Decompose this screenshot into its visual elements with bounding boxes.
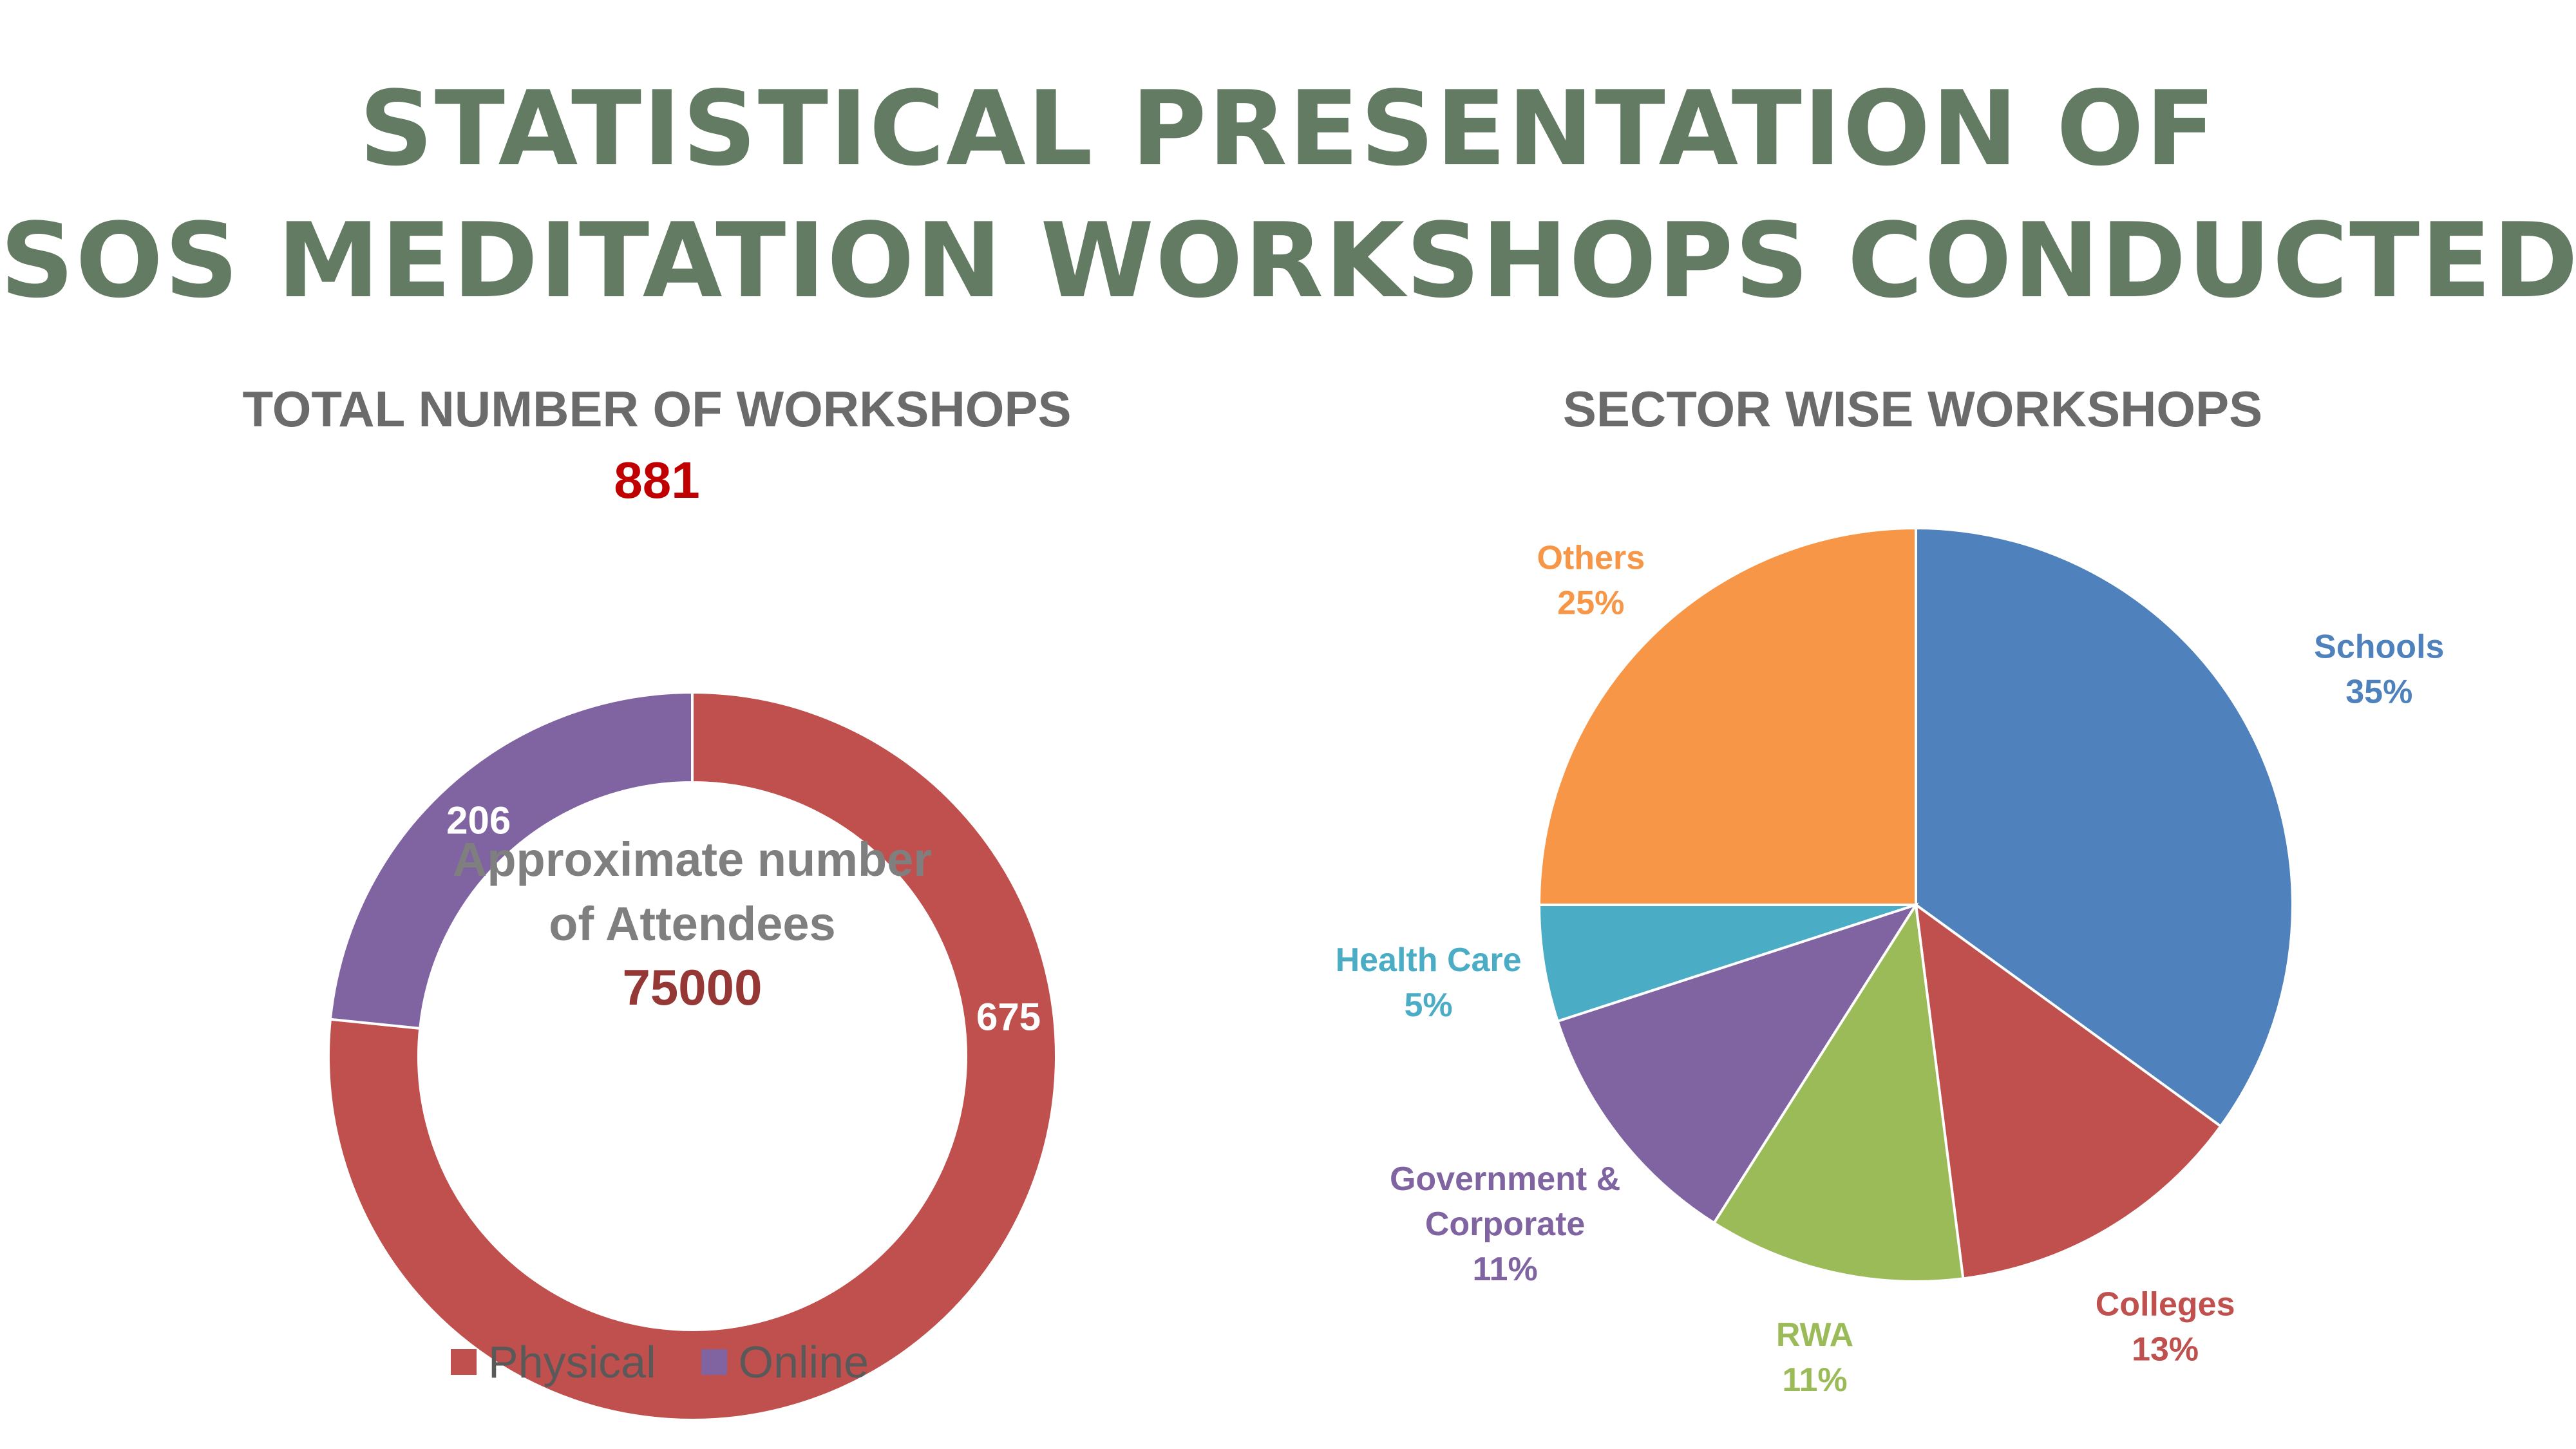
donut-data-label-online: 206 (446, 799, 511, 842)
pie-data-label-others: Others 25% (1537, 539, 1645, 621)
legend-item-physical: Physical (451, 1336, 656, 1388)
legend-swatch-online (701, 1349, 727, 1375)
pie-data-label-line: 5% (1405, 987, 1453, 1024)
pie-slice-health-care (1537, 904, 1917, 1023)
pie-data-label-colleges: Colleges 13% (2096, 1286, 2235, 1368)
total-workshops-value: 881 (614, 451, 700, 509)
pie-data-label-line: Colleges (2096, 1286, 2235, 1323)
pie-slice-government-corporate (1556, 902, 1919, 1225)
pie-data-label-line: 35% (2345, 673, 2412, 710)
legend-label-online: Online (738, 1337, 869, 1387)
legend-swatch-physical (451, 1349, 477, 1375)
pie-slice-schools (1915, 526, 2294, 1128)
donut-legend: Physical Online (451, 1336, 869, 1388)
pie-data-label-line: Others (1537, 539, 1645, 576)
page-title-line-1: STATISTICAL PRESENTATION OF (359, 68, 2217, 189)
pie-slice-rwa (1712, 901, 1965, 1283)
donut-center-value: 75000 (623, 959, 762, 1016)
donut-center-text-line-1: Approximate number (453, 833, 932, 886)
page-title-line-2: SOS MEDITATION WORKSHOPS CONDUCTED (0, 200, 2576, 321)
pie-data-label-line: Government & (1390, 1160, 1620, 1198)
pie-data-label-government-corporate: Government & Corporate 11% (1390, 1160, 1620, 1288)
donut-chart-title: TOTAL NUMBER OF WORKSHOPS (242, 381, 1072, 437)
pie-data-label-line: 13% (2132, 1331, 2199, 1368)
pie-slice-colleges (1914, 902, 2223, 1280)
legend-label-physical: Physical (488, 1337, 656, 1387)
pie-data-label-line: Corporate (1425, 1206, 1585, 1243)
pie-data-label-line: 25% (1557, 584, 1624, 621)
pie-data-label-health-care: Health Care 5% (1336, 942, 1522, 1024)
donut-center-text-line-2: of Attendees (549, 897, 835, 951)
donut-slice-online (328, 690, 694, 1030)
pie-data-label-line: RWA (1776, 1316, 1853, 1354)
pie-slice-others (1537, 526, 1917, 906)
legend-item-online: Online (701, 1336, 869, 1388)
pie-data-label-rwa: RWA 11% (1776, 1316, 1853, 1399)
pie-data-label-line: Schools (2314, 628, 2444, 665)
pie-data-label-line: 11% (1472, 1251, 1537, 1288)
pie-data-label-line: 11% (1782, 1361, 1847, 1399)
pie-data-label-schools: Schools 35% (2314, 628, 2444, 710)
donut-data-label-physical: 675 (976, 996, 1041, 1039)
pie-data-label-line: Health Care (1336, 942, 1522, 979)
pie-chart-title: SECTOR WISE WORKSHOPS (1562, 381, 2263, 437)
donut-slice-physical (327, 690, 1057, 1421)
